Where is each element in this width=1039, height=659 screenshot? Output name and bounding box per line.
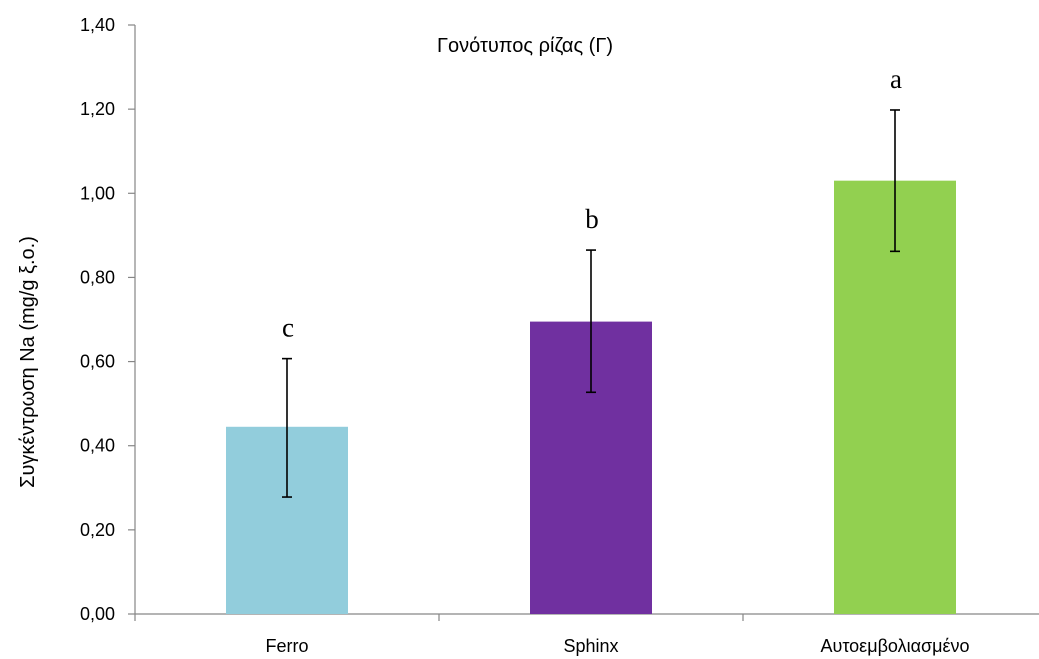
x-axis: Ferro Sphinx Αυτοεμβολιασμένο <box>134 613 1039 656</box>
y-axis-title: Συγκέντρωση Na (mg/g ξ.ο.) <box>17 236 39 488</box>
y-tick-label: 0,00 <box>80 604 115 624</box>
x-category-label: Ferro <box>265 636 308 656</box>
y-tick-label: 1,40 <box>80 15 115 35</box>
y-axis: 0,00 0,20 0,40 0,60 0,80 1,00 1,20 1,40 <box>80 15 136 624</box>
chart-title: Γονότυπος ρίζας (Γ) <box>437 35 613 57</box>
x-category-label: Αυτοεμβολιασμένο <box>820 636 969 656</box>
y-tick-label: 1,20 <box>80 99 115 119</box>
significance-letters: c b a <box>282 64 902 343</box>
error-bars <box>282 109 900 498</box>
x-category-label: Sphinx <box>563 636 618 656</box>
bars <box>226 180 956 614</box>
y-tick-label: 0,80 <box>80 267 115 287</box>
significance-letter: c <box>282 313 294 343</box>
y-tick-label: 0,20 <box>80 520 115 540</box>
significance-letter: a <box>890 64 902 94</box>
y-tick-label: 0,60 <box>80 352 115 372</box>
y-tick-label: 1,00 <box>80 183 115 203</box>
bar-3 <box>834 180 956 614</box>
y-tick-label: 0,40 <box>80 436 115 456</box>
significance-letter: b <box>585 204 599 234</box>
